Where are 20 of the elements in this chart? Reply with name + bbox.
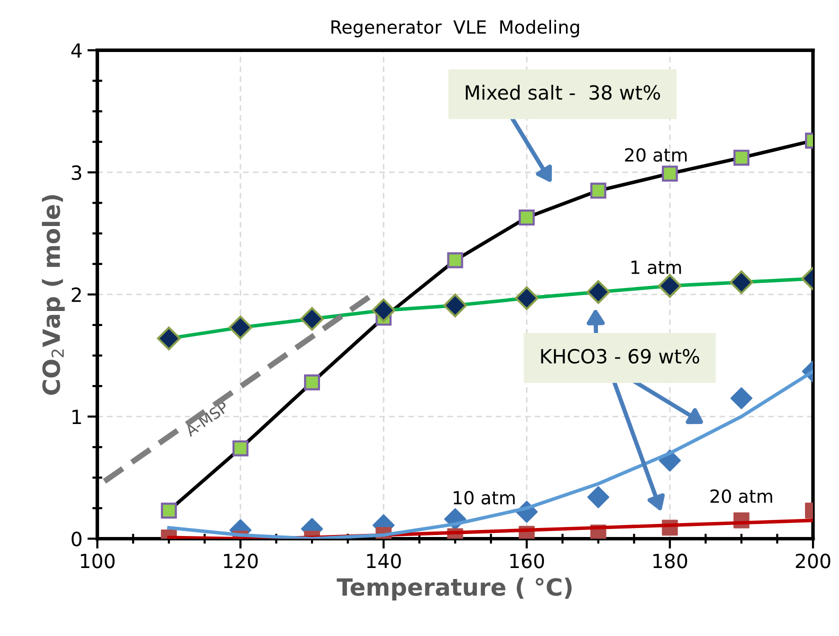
- y-tick-label: 1: [72, 410, 81, 424]
- annotation: KHCO3 - 69 wt%: [541, 348, 700, 364]
- x-tick-label: 180: [653, 554, 688, 568]
- annotation: Mixed salt - 38 wt%: [466, 84, 660, 100]
- y-tick-label: 4: [71, 43, 82, 58]
- annotation: 20 atm: [625, 148, 687, 162]
- y-axis-title: CO$_{2}$Vap ( mole): [42, 195, 65, 395]
- x-tick-label: 100: [80, 554, 115, 568]
- y-tick-label: 2: [72, 287, 81, 302]
- annotation: 1 atm: [631, 260, 681, 274]
- annotation: 20 atm: [710, 489, 772, 503]
- x-tick-label: 160: [510, 554, 544, 568]
- x-tick-label: 200: [796, 554, 830, 568]
- x-tick-label: 120: [224, 554, 258, 568]
- chart-title: Regenerator VLE Modeling: [331, 20, 579, 38]
- y-tick-label: 0: [72, 532, 82, 546]
- annotation: 10 atm: [454, 490, 515, 505]
- x-tick-label: 140: [367, 554, 401, 568]
- x-axis-title: Temperature ( °C): [336, 578, 572, 600]
- y-tick-label: 3: [72, 165, 82, 180]
